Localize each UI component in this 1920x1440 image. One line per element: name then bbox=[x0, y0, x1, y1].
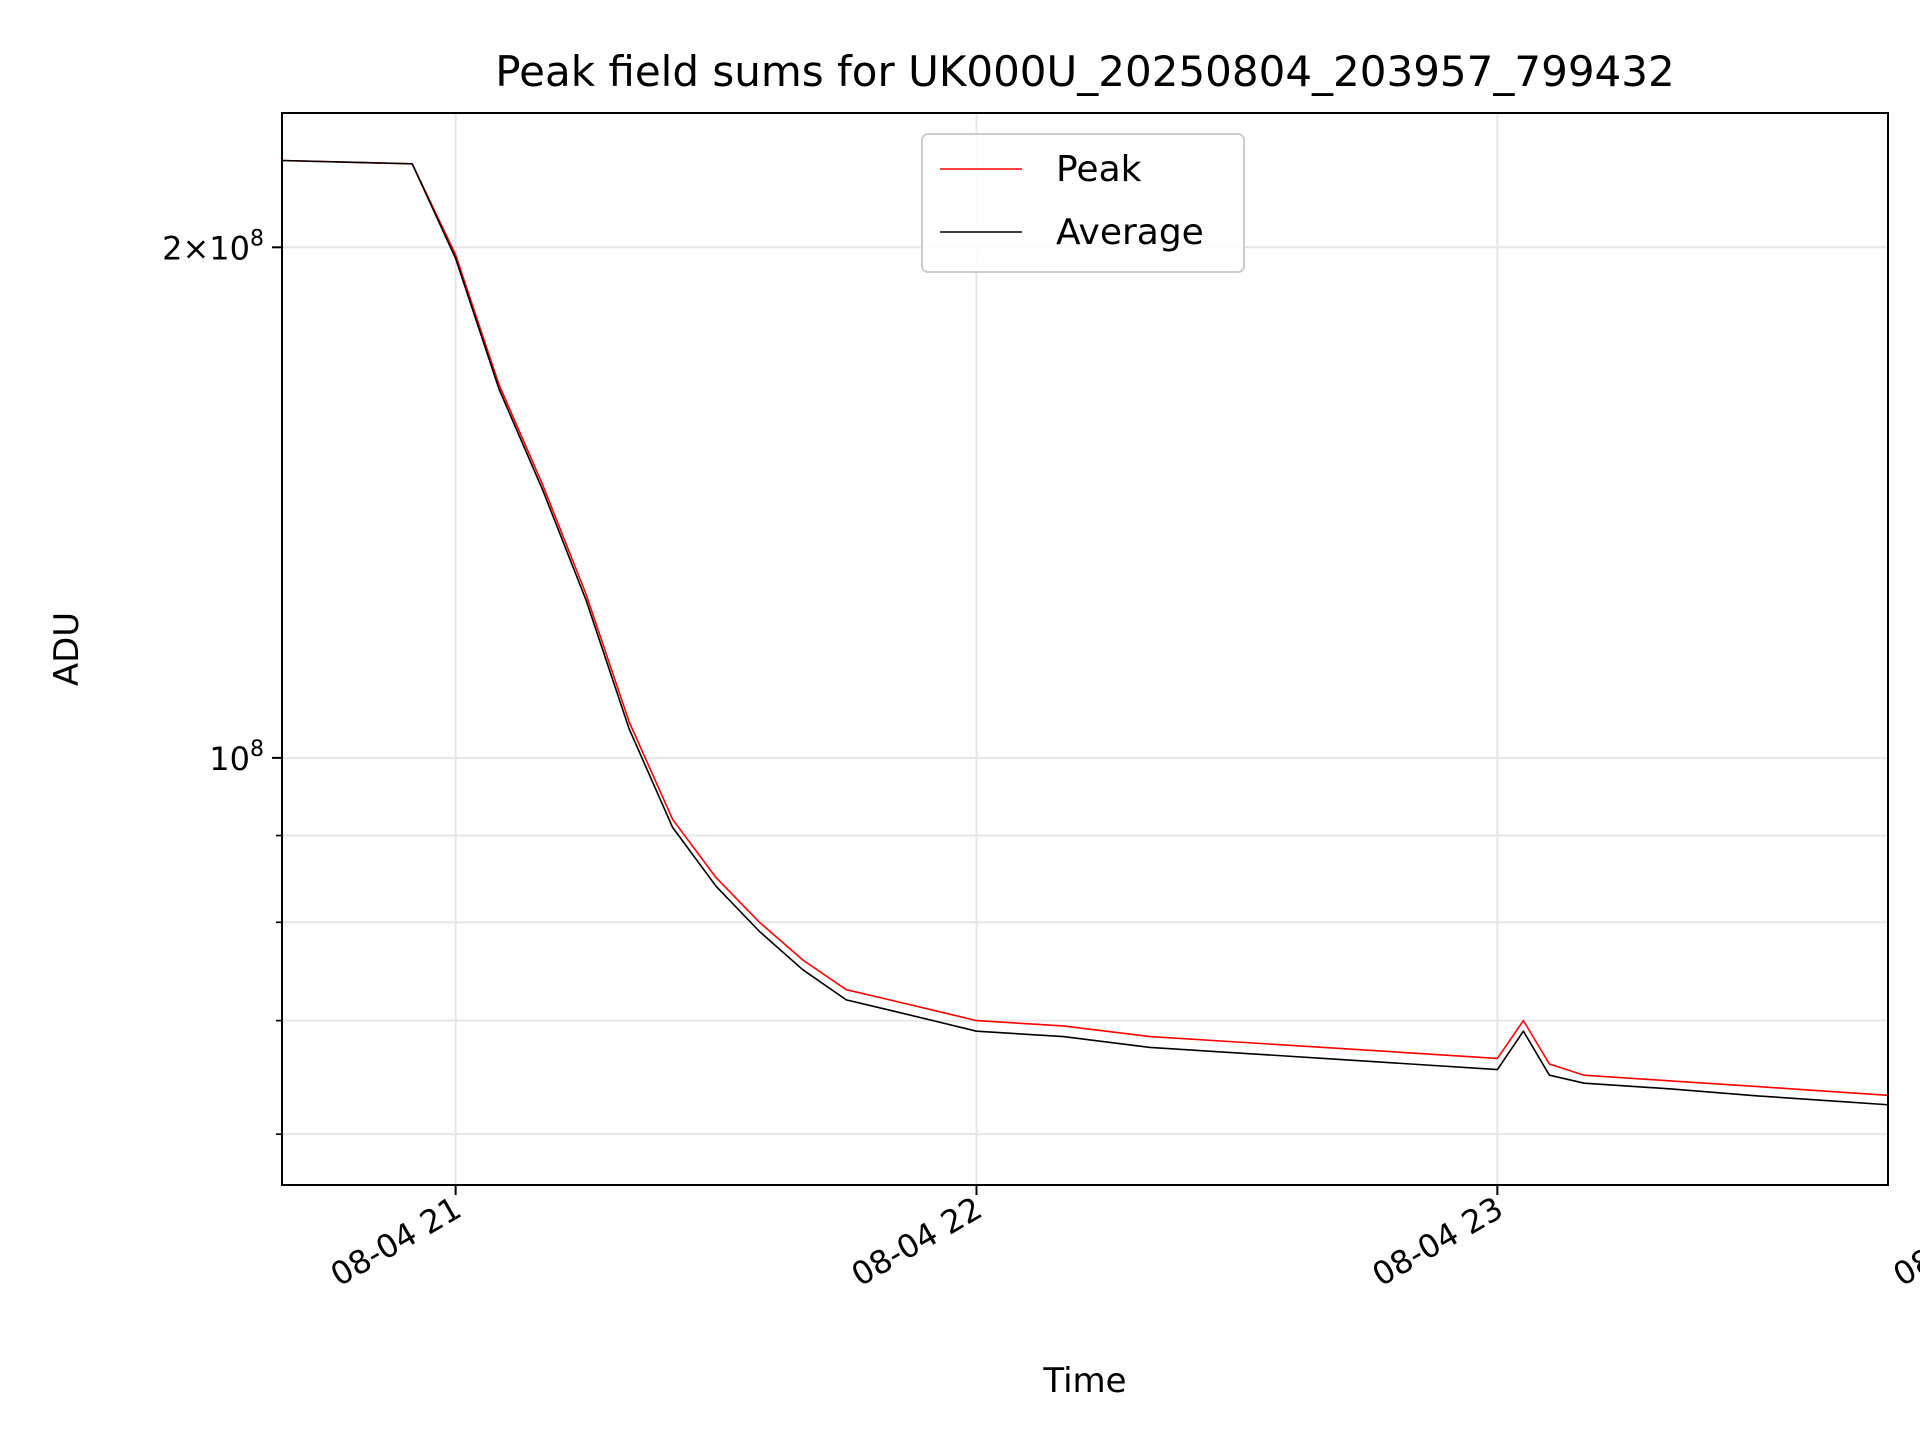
y-axis: 2×108 108 bbox=[162, 226, 282, 1135]
plot-frame bbox=[281, 112, 1889, 1186]
chart-title: Peak field sums for UK000U_20250804_2039… bbox=[495, 47, 1674, 96]
series-layer bbox=[282, 159, 1888, 1106]
legend: Peak Average bbox=[921, 133, 1245, 273]
series-average-line bbox=[282, 159, 1888, 1106]
series-peak-line bbox=[282, 159, 1888, 1097]
y-tick-label: 108 bbox=[209, 737, 264, 778]
legend-average-label: Average bbox=[1056, 212, 1204, 253]
legend-peak-label: Peak bbox=[1056, 149, 1142, 190]
x-axis-label: Time bbox=[1042, 1361, 1126, 1401]
y-tick-label: 2×108 bbox=[162, 226, 264, 267]
y-axis-label: ADU bbox=[47, 612, 87, 686]
grid bbox=[282, 113, 1888, 1185]
